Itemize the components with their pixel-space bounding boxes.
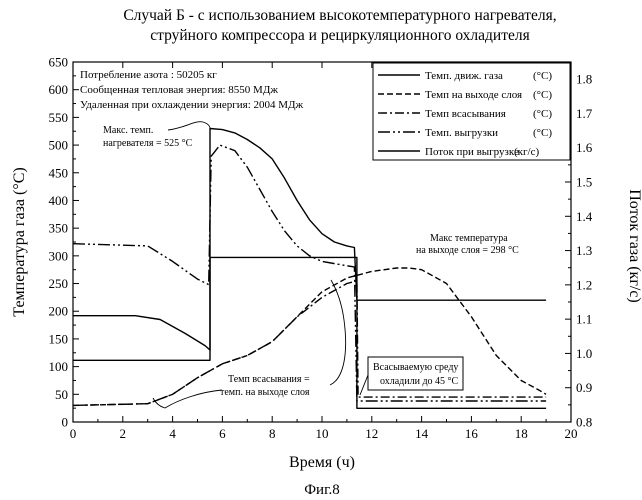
y2-tick-label: 0.9 [576,380,592,395]
annotation-bed-max-line-2: на выходе слоя = 298 °C [416,245,519,256]
y2-tick-label: 1.8 [576,72,592,87]
y-tick-label: 400 [49,193,69,208]
y-tick-label: 0 [62,415,69,430]
annotation-heater-max-line-2: нагревателя = 525 °C [103,138,193,149]
y-tick-label: 650 [49,55,69,70]
annotation-heater-max-line-1: Макс. темп. [103,125,153,136]
annotation-cooled-line-2: охладили до 45 °C [380,376,459,387]
series-line-3 [73,281,546,406]
y-tick-label: 50 [55,387,68,402]
legend-label-3: Темп всасывания [425,108,506,120]
x-tick-label: 14 [415,426,429,441]
legend-unit-3: (°C) [533,108,552,120]
x-tick-label: 18 [515,426,528,441]
y2-tick-label: 1.5 [576,175,592,190]
x-tick-label: 12 [365,426,378,441]
x-axis-title: Время (ч) [289,454,355,471]
annotation-suction-eq-line-2: темп. на выходе слоя [220,387,310,398]
annotation-suction-eq-leader-left [153,390,222,408]
series-line-5 [73,257,546,408]
y2-tick-label: 1.3 [576,243,592,258]
figure-caption: Фиг.8 [304,482,340,498]
legend-label-2: Темп на выходе слоя [425,89,522,101]
y-tick-label: 200 [49,304,69,319]
y-axis-title: Температура газа (°C) [11,167,28,316]
y-tick-label: 350 [49,221,69,236]
info-line-2: Сообщенная тепловая энергия: 8550 МДж [80,84,278,96]
annotation-cooled-line-1: Всасываемую среду [373,362,458,373]
x-tick-label: 10 [316,426,329,441]
annotation-suction-eq-leader-right [330,280,346,385]
legend-unit-1: (°C) [533,70,552,82]
y2-tick-label: 1.1 [576,312,592,327]
y-tick-label: 500 [49,138,69,153]
x-tick-label: 6 [219,426,226,441]
annotation-cooled-leader [360,375,368,395]
x-tick-label: 16 [465,426,479,441]
annotation-heater-max-leader [168,122,210,131]
annotation-bed-max-line-1: Макс температура [430,233,508,244]
x-tick-label: 2 [120,426,127,441]
legend-unit-2: (°C) [533,89,552,101]
y-tick-label: 300 [49,248,69,263]
legend-label-5: Поток при выгрузке [425,146,519,158]
y2-tick-label: 1.0 [576,346,592,361]
y2-axis-title: Поток газа (кг/с) [626,189,642,303]
y-tick-label: 250 [49,276,69,291]
legend-unit-5: (кг/с) [514,146,539,158]
legend-label-1: Темп. движ. газа [425,70,503,82]
chart-title-line-1: Случай Б - с использованием высокотемпер… [123,7,556,24]
y2-tick-label: 1.4 [576,209,593,224]
y-tick-label: 600 [49,82,69,97]
x-tick-label: 0 [70,426,77,441]
chart-title-line-2: струйного компрессора и рециркуляционног… [150,27,530,44]
info-line-1: Потребление азота : 50205 кг [80,69,217,81]
legend-label-4: Темп. выгрузки [425,127,498,139]
y-tick-label: 150 [49,331,69,346]
annotation-suction-eq-line-1: Темп всасывания = [228,374,310,385]
series-line-4 [73,145,546,401]
x-tick-label: 8 [269,426,276,441]
info-line-3: Удаленная при охлаждении энергия: 2004 М… [80,99,304,111]
y2-tick-label: 0.8 [576,415,592,430]
legend-unit-4: (°C) [533,127,552,139]
y-tick-label: 450 [49,165,69,180]
y2-tick-label: 1.2 [576,277,592,292]
y2-tick-label: 1.7 [576,106,593,121]
y-tick-label: 550 [49,110,69,125]
y2-tick-label: 1.6 [576,140,593,155]
y-tick-label: 100 [49,359,69,374]
x-tick-label: 4 [169,426,176,441]
